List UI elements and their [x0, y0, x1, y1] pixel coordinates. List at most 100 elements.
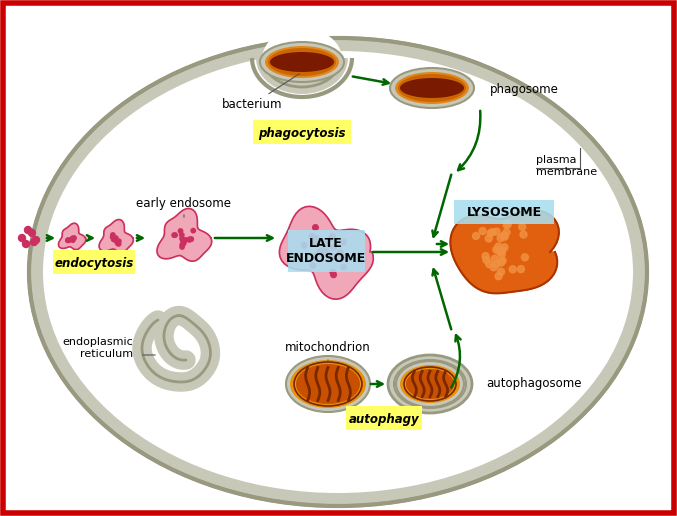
- FancyBboxPatch shape: [53, 250, 135, 274]
- Circle shape: [519, 223, 526, 230]
- Circle shape: [179, 233, 184, 237]
- Ellipse shape: [296, 364, 360, 404]
- Circle shape: [181, 238, 185, 243]
- Circle shape: [501, 232, 508, 239]
- Circle shape: [173, 233, 177, 237]
- Circle shape: [22, 240, 30, 248]
- Circle shape: [322, 241, 328, 247]
- Polygon shape: [450, 210, 559, 293]
- Circle shape: [490, 264, 497, 271]
- Ellipse shape: [290, 360, 366, 408]
- Circle shape: [497, 249, 504, 255]
- Circle shape: [28, 230, 35, 236]
- Circle shape: [330, 233, 335, 239]
- Text: autophagosome: autophagosome: [486, 378, 582, 391]
- Text: plasma
membrane: plasma membrane: [536, 155, 597, 176]
- Circle shape: [501, 244, 508, 251]
- Circle shape: [498, 259, 504, 266]
- Circle shape: [492, 255, 498, 262]
- Circle shape: [180, 243, 185, 247]
- Circle shape: [66, 238, 70, 243]
- Circle shape: [320, 248, 325, 254]
- Polygon shape: [58, 223, 86, 250]
- Circle shape: [500, 232, 508, 239]
- Ellipse shape: [404, 367, 456, 401]
- Ellipse shape: [270, 52, 334, 72]
- Circle shape: [330, 269, 336, 275]
- Circle shape: [18, 234, 26, 241]
- Circle shape: [116, 239, 121, 244]
- Circle shape: [67, 238, 71, 243]
- Circle shape: [341, 239, 346, 245]
- Circle shape: [24, 227, 32, 234]
- Text: mitochondrion: mitochondrion: [285, 341, 371, 354]
- Circle shape: [499, 247, 506, 254]
- Text: bacterium: bacterium: [222, 73, 300, 111]
- Circle shape: [110, 235, 115, 239]
- Circle shape: [504, 221, 510, 229]
- Ellipse shape: [29, 38, 647, 506]
- Circle shape: [493, 228, 500, 235]
- Circle shape: [482, 253, 489, 260]
- Circle shape: [509, 266, 517, 273]
- Ellipse shape: [286, 356, 370, 412]
- Ellipse shape: [395, 72, 469, 104]
- Circle shape: [72, 236, 77, 240]
- FancyBboxPatch shape: [346, 406, 422, 430]
- Circle shape: [328, 235, 334, 241]
- Circle shape: [338, 250, 343, 255]
- Circle shape: [504, 220, 511, 227]
- Ellipse shape: [398, 74, 466, 102]
- Circle shape: [331, 272, 336, 278]
- Polygon shape: [280, 206, 373, 299]
- Circle shape: [503, 229, 510, 236]
- Text: autophagy: autophagy: [349, 412, 419, 426]
- Circle shape: [330, 245, 336, 250]
- Circle shape: [66, 238, 70, 243]
- Circle shape: [489, 229, 496, 235]
- Circle shape: [112, 237, 116, 241]
- Ellipse shape: [43, 51, 633, 493]
- Circle shape: [501, 233, 508, 240]
- Circle shape: [313, 224, 318, 230]
- Circle shape: [113, 238, 118, 243]
- Ellipse shape: [400, 365, 460, 403]
- Circle shape: [180, 245, 184, 249]
- Ellipse shape: [394, 360, 466, 408]
- Ellipse shape: [265, 46, 339, 78]
- Circle shape: [473, 232, 479, 239]
- Circle shape: [330, 254, 336, 260]
- Circle shape: [496, 248, 503, 254]
- Circle shape: [487, 230, 494, 237]
- Circle shape: [493, 261, 500, 268]
- Polygon shape: [99, 220, 133, 252]
- Circle shape: [191, 229, 196, 233]
- Circle shape: [324, 251, 330, 257]
- Circle shape: [70, 238, 75, 243]
- Circle shape: [188, 238, 192, 242]
- Ellipse shape: [260, 42, 344, 82]
- Circle shape: [521, 254, 529, 261]
- Circle shape: [317, 249, 322, 255]
- FancyBboxPatch shape: [454, 200, 554, 224]
- Circle shape: [498, 268, 504, 275]
- Circle shape: [70, 236, 74, 240]
- Circle shape: [183, 238, 188, 242]
- Circle shape: [188, 237, 192, 241]
- Circle shape: [498, 251, 505, 258]
- Ellipse shape: [268, 48, 336, 76]
- Circle shape: [493, 246, 500, 253]
- Circle shape: [341, 264, 347, 270]
- Circle shape: [310, 263, 315, 268]
- Circle shape: [313, 239, 318, 245]
- Text: phagosome: phagosome: [490, 84, 559, 96]
- Circle shape: [309, 234, 315, 239]
- Circle shape: [497, 235, 504, 241]
- Ellipse shape: [294, 362, 362, 406]
- Circle shape: [301, 243, 307, 248]
- Circle shape: [172, 233, 176, 237]
- Text: phagocytosis: phagocytosis: [258, 126, 346, 139]
- Circle shape: [340, 254, 345, 260]
- Circle shape: [178, 229, 183, 233]
- Text: endocytosis: endocytosis: [54, 256, 133, 269]
